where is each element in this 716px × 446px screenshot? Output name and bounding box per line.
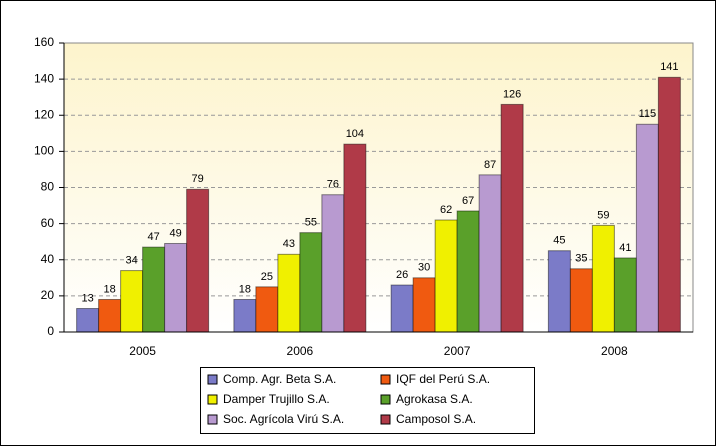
x-tick-label: 2006 (287, 344, 314, 358)
legend-swatch (380, 374, 391, 385)
bar (277, 253, 301, 333)
legend-label: Agrokasa S.A. (396, 392, 473, 406)
value-label: 115 (639, 108, 657, 120)
value-label: 59 (597, 209, 609, 221)
bar (390, 284, 414, 333)
value-label: 47 (148, 231, 160, 243)
y-tick-label: 20 (41, 288, 55, 302)
bar (478, 174, 502, 333)
bar (500, 103, 524, 333)
bar (613, 257, 637, 333)
value-label: 62 (440, 204, 452, 216)
bar (657, 76, 681, 333)
value-label: 43 (283, 238, 295, 250)
value-label: 141 (660, 61, 678, 73)
value-label: 18 (104, 283, 116, 295)
bar (635, 123, 659, 333)
legend-swatch (380, 414, 391, 425)
legend-swatch (207, 374, 218, 385)
value-label: 55 (305, 217, 317, 229)
y-tick-label: 0 (47, 324, 54, 338)
value-label: 26 (396, 269, 408, 281)
bar (255, 286, 279, 333)
legend-swatch (207, 414, 218, 425)
value-label: 87 (484, 159, 496, 171)
legend-label: Damper Trujillo S.A. (223, 392, 330, 406)
value-label: 34 (126, 254, 138, 266)
bar (456, 210, 480, 333)
bar (591, 224, 615, 333)
bar (76, 308, 100, 333)
y-tick-label: 40 (41, 252, 55, 266)
bar (186, 188, 210, 333)
bar (547, 250, 571, 333)
bar (412, 277, 436, 333)
value-label: 49 (170, 227, 182, 239)
value-label: 35 (575, 253, 587, 265)
x-tick-label: 2005 (129, 344, 156, 358)
value-label: 18 (239, 283, 251, 295)
value-label: 13 (82, 292, 94, 304)
bar (98, 298, 122, 333)
value-label: 30 (418, 262, 430, 274)
value-label: 104 (346, 128, 364, 140)
legend-label: Comp. Agr. Beta S.A. (223, 372, 336, 386)
value-label: 126 (503, 88, 521, 100)
bar (120, 270, 144, 333)
bar (434, 219, 458, 333)
bar (142, 246, 166, 333)
legend-swatch (207, 394, 218, 405)
y-tick-label: 100 (34, 144, 54, 158)
value-label: 79 (192, 173, 204, 185)
value-label: 41 (619, 242, 631, 254)
y-tick-label: 60 (41, 216, 55, 230)
legend (200, 367, 535, 434)
y-tick-label: 160 (34, 35, 54, 49)
x-tick-label: 2007 (444, 344, 471, 358)
value-label: 67 (462, 195, 474, 207)
y-tick-label: 140 (34, 71, 54, 85)
bar (321, 194, 345, 333)
legend-label: Camposol S.A. (396, 412, 476, 426)
x-tick-label: 2008 (601, 344, 628, 358)
value-label: 25 (261, 271, 273, 283)
value-label: 45 (553, 235, 565, 247)
legend-label: Soc. Agrícola Virú S.A. (223, 412, 344, 426)
bar (343, 143, 367, 333)
y-tick-label: 120 (34, 107, 54, 121)
value-label: 76 (327, 179, 339, 191)
legend-label: IQF del Perú S.A. (396, 372, 490, 386)
y-tick-label: 80 (41, 180, 55, 194)
bar (164, 242, 188, 333)
bar (569, 268, 593, 333)
bar (233, 298, 257, 333)
bar (299, 232, 323, 333)
legend-swatch (380, 394, 391, 405)
